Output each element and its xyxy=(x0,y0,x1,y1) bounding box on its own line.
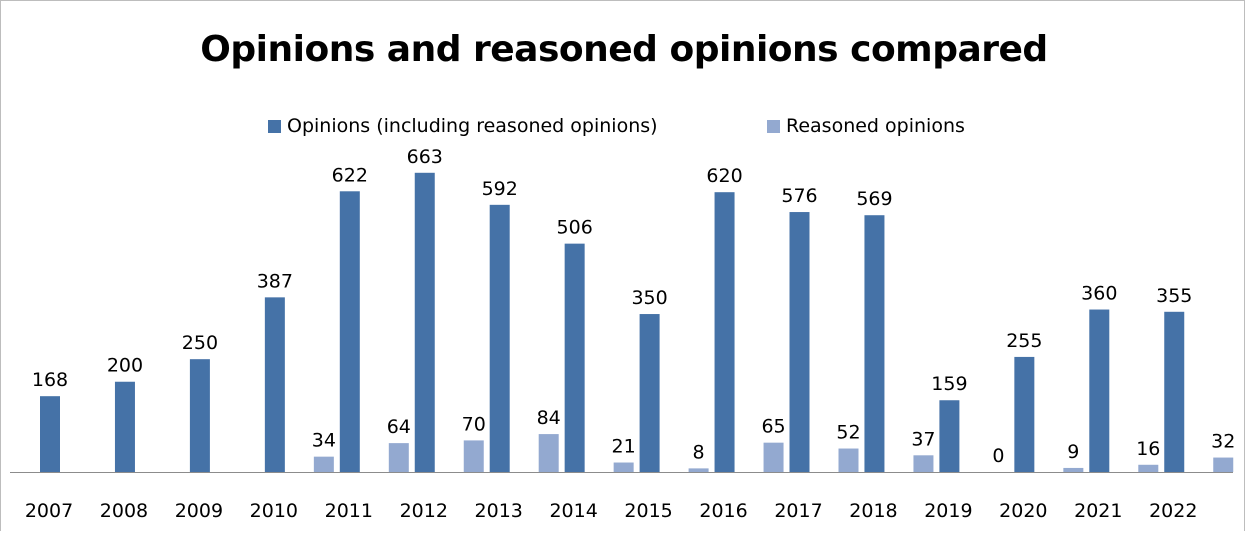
x-tick-label-2014: 2014 xyxy=(549,500,597,522)
data-label-reasoned-2016: 65 xyxy=(761,416,785,438)
legend: Opinions (including reasoned opinions) R… xyxy=(0,113,1248,139)
x-tick-label-2013: 2013 xyxy=(475,500,523,522)
bar-reasoned-2021 xyxy=(1138,464,1159,472)
data-label-opinions-2011: 622 xyxy=(332,164,368,186)
x-tick-label-2011: 2011 xyxy=(325,500,373,522)
x-tick-label-2009: 2009 xyxy=(175,500,223,522)
data-label-reasoned-2010: 34 xyxy=(312,430,336,452)
data-label-opinions-2012: 663 xyxy=(407,146,443,168)
bar-opinions-2021 xyxy=(1089,309,1110,472)
x-tick-label-2017: 2017 xyxy=(774,500,822,522)
x-tick-label-2008: 2008 xyxy=(100,500,148,522)
bar-reasoned-2020 xyxy=(1063,467,1084,472)
data-label-reasoned-2022: 32 xyxy=(1211,431,1235,453)
x-tick-label-2015: 2015 xyxy=(624,500,672,522)
data-label-reasoned-2013: 84 xyxy=(537,407,561,429)
bar-opinions-2007 xyxy=(40,396,60,472)
bar-reasoned-2018 xyxy=(913,455,934,472)
bar-reasoned-2016 xyxy=(763,442,784,472)
bar-opinions-2008 xyxy=(114,381,135,472)
bar-opinions-2012 xyxy=(414,172,435,473)
x-tick-label-2012: 2012 xyxy=(400,500,448,522)
x-tick-label-2021: 2021 xyxy=(1074,500,1122,522)
x-tick-label-2007: 2007 xyxy=(25,500,73,522)
bar-opinions-2011 xyxy=(339,191,360,473)
data-label-opinions-2020: 255 xyxy=(1006,330,1042,352)
chart-title: Opinions and reasoned opinions compared xyxy=(200,29,1048,70)
bar-opinions-2017 xyxy=(789,212,810,472)
data-label-reasoned-2015: 8 xyxy=(693,441,705,463)
data-label-reasoned-2020: 9 xyxy=(1067,441,1079,463)
bar-reasoned-2013 xyxy=(538,434,559,472)
legend-swatch-opinions xyxy=(268,119,281,133)
bar-opinions-2015 xyxy=(639,314,660,472)
bar-opinions-2010 xyxy=(264,297,285,472)
data-label-reasoned-2021: 16 xyxy=(1136,438,1160,460)
bar-opinions-2020 xyxy=(1014,356,1035,472)
bar-reasoned-2015 xyxy=(688,468,709,472)
bar-reasoned-2017 xyxy=(838,448,859,472)
data-label-opinions-2008: 200 xyxy=(107,355,143,377)
legend-swatch-reasoned xyxy=(767,119,780,133)
bar-opinions-2022 xyxy=(1164,311,1185,472)
data-label-reasoned-2017: 52 xyxy=(836,422,860,444)
data-label-opinions-2007: 168 xyxy=(32,369,68,391)
data-label-opinions-2010: 387 xyxy=(257,270,293,292)
legend-label-reasoned: Reasoned opinions xyxy=(786,115,965,137)
bar-reasoned-2010 xyxy=(313,456,334,472)
data-label-reasoned-2014: 21 xyxy=(612,436,636,458)
bar-opinions-2018 xyxy=(864,215,885,472)
bar-opinions-2009 xyxy=(189,359,210,472)
bar-opinions-2014 xyxy=(564,243,585,472)
x-tick-label-2010: 2010 xyxy=(250,500,298,522)
data-label-reasoned-2019: 0 xyxy=(992,445,1004,467)
x-tick-label-2022: 2022 xyxy=(1149,500,1197,522)
legend-item-opinions: Opinions (including reasoned opinions) xyxy=(268,113,658,139)
data-label-opinions-2009: 250 xyxy=(182,332,218,354)
bar-reasoned-2022 xyxy=(1213,457,1234,472)
bar-reasoned-2012 xyxy=(463,440,484,472)
data-label-reasoned-2012: 70 xyxy=(462,413,486,435)
data-label-opinions-2019: 159 xyxy=(931,373,967,395)
data-label-reasoned-2011: 64 xyxy=(387,416,411,438)
data-label-opinions-2014: 506 xyxy=(557,217,593,239)
bar-opinions-2019 xyxy=(939,400,960,472)
bar-reasoned-2014 xyxy=(613,462,634,472)
legend-label-opinions: Opinions (including reasoned opinions) xyxy=(287,115,658,137)
bar-opinions-2016 xyxy=(714,192,735,472)
x-tick-label-2019: 2019 xyxy=(924,500,972,522)
bar-opinions-2013 xyxy=(489,204,510,473)
x-tick-label-2020: 2020 xyxy=(999,500,1047,522)
data-label-opinions-2018: 569 xyxy=(856,188,892,210)
data-label-opinions-2017: 576 xyxy=(781,185,817,207)
data-label-opinions-2013: 592 xyxy=(482,178,518,200)
x-tick-label-2018: 2018 xyxy=(849,500,897,522)
data-label-opinions-2021: 360 xyxy=(1081,283,1117,305)
data-label-reasoned-2018: 37 xyxy=(911,428,935,450)
data-label-opinions-2016: 620 xyxy=(706,165,742,187)
x-tick-label-2016: 2016 xyxy=(699,500,747,522)
data-label-opinions-2022: 355 xyxy=(1156,285,1192,307)
data-label-opinions-2015: 350 xyxy=(631,287,667,309)
bar-reasoned-2011 xyxy=(388,443,409,472)
legend-item-reasoned: Reasoned opinions xyxy=(767,113,965,139)
